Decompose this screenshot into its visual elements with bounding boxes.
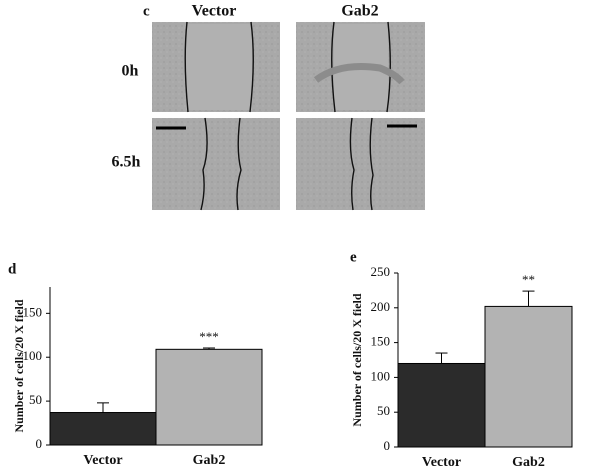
y-tick-label: 250	[371, 264, 391, 279]
wound-area	[186, 24, 252, 110]
bar	[484, 305, 573, 448]
panel-label: d	[8, 261, 17, 277]
y-tick-label: 0	[36, 436, 43, 451]
wound-edge	[331, 21, 391, 113]
micrograph	[152, 118, 280, 210]
wound-edge	[184, 21, 254, 113]
panel-label: c	[143, 3, 150, 19]
bar	[397, 362, 486, 448]
y-tick-label: 150	[23, 304, 43, 319]
panel-label: e	[350, 249, 357, 265]
y-tick-label: 200	[371, 299, 391, 314]
column-label: Vector	[192, 3, 237, 20]
y-axis-label: Number of cells/20 X field	[12, 299, 26, 432]
x-tick-label: Vector	[83, 453, 122, 468]
y-axis-label: Number of cells/20 X field	[350, 293, 364, 426]
x-tick-label: Vector	[422, 455, 461, 469]
y-tick-label: 0	[384, 438, 391, 453]
y-tick-label: 100	[371, 368, 391, 383]
row-label: 0h	[122, 63, 139, 80]
column-label: Gab2	[341, 3, 378, 20]
bar	[155, 348, 263, 446]
wound-edge	[200, 117, 242, 211]
x-tick-label: Gab2	[512, 455, 545, 469]
micrograph	[296, 118, 425, 210]
significance: **	[522, 272, 535, 287]
x-tick-label: Gab2	[193, 453, 226, 468]
panel-c: c Vector Gab2 0h 6.5h	[112, 3, 425, 211]
y-tick-label: 50	[29, 392, 42, 407]
significance: ***	[199, 329, 219, 344]
y-tick-label: 100	[23, 348, 43, 363]
wound-edge	[349, 117, 374, 211]
y-tick-label: 150	[371, 334, 391, 349]
y-tick-label: 50	[377, 403, 390, 418]
bar	[49, 412, 157, 446]
row-label: 6.5h	[112, 154, 141, 171]
cell-sheet-fold	[313, 63, 405, 85]
